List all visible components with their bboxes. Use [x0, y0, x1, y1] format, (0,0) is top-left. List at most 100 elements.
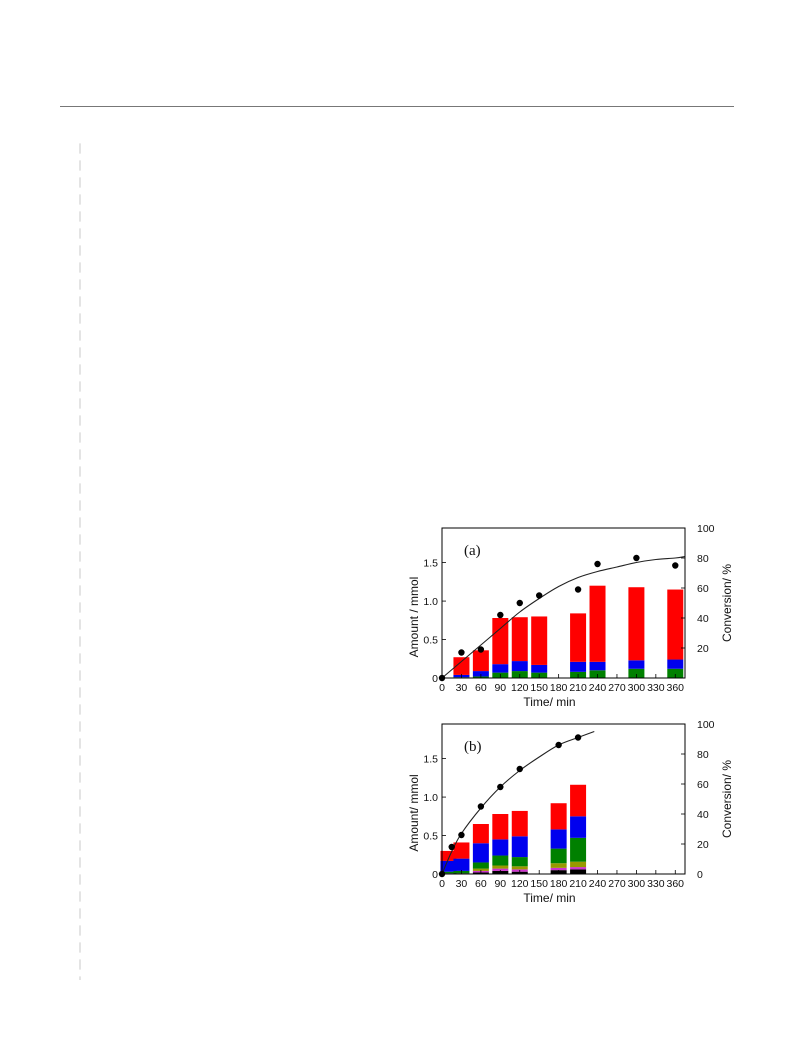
conversion-point-30 — [458, 649, 465, 656]
x-tick-label-300: 300 — [628, 878, 646, 890]
bar-210-olive-segment — [570, 861, 587, 868]
x-tick-label-330: 330 — [647, 878, 665, 890]
bar-30-red-segment — [453, 657, 470, 675]
x-tick-label-180: 180 — [550, 878, 568, 890]
y-tick-label-1.5: 1.5 — [423, 558, 438, 570]
conversion-point-180 — [555, 741, 562, 749]
x-tick-label-150: 150 — [530, 878, 548, 890]
bar-180-green-segment — [550, 848, 567, 864]
bar-240-blue-segment — [589, 661, 606, 671]
x-axis-label: Time/ min — [523, 695, 575, 709]
y2-tick-label-100: 100 — [697, 719, 715, 731]
x-tick-label-90: 90 — [494, 682, 506, 694]
y2-tick-label-40: 40 — [697, 613, 709, 625]
bar-90-olive-segment — [492, 865, 509, 869]
x-tick-label-0: 0 — [439, 682, 445, 694]
bar-90-green-segment — [492, 855, 509, 866]
bar-90-red-segment — [492, 618, 509, 665]
conversion-point-60 — [477, 803, 485, 810]
bar-90-magenta-segment — [492, 868, 509, 871]
bar-360-red-segment — [667, 589, 684, 660]
y2-tick-label-20: 20 — [697, 643, 709, 655]
y-tick-label-1.0: 1.0 — [423, 596, 438, 608]
y2-tick-label-40: 40 — [697, 809, 709, 821]
header-rule — [60, 106, 734, 107]
x-tick-label-120: 120 — [511, 682, 529, 694]
y2-tick-label-60: 60 — [697, 583, 709, 595]
y2-tick-label-60: 60 — [697, 779, 709, 791]
y-tick-label-0.5: 0.5 — [423, 831, 438, 843]
bar-180-blue-segment — [550, 829, 567, 849]
bar-150-red-segment — [531, 616, 548, 665]
x-tick-label-0: 0 — [439, 878, 445, 890]
bar-30-red-segment — [453, 842, 470, 859]
y2-tick-label-80: 80 — [697, 749, 709, 761]
conversion-point-210 — [574, 586, 582, 593]
conversion-point-90 — [497, 783, 504, 791]
bar-60-blue-segment — [472, 671, 489, 677]
x-tick-label-150: 150 — [530, 682, 548, 694]
conversion-point-360 — [672, 562, 679, 569]
y2-tick-label-0: 0 — [697, 869, 703, 881]
y2-axis-label: Conversion/ % — [720, 760, 734, 838]
y-tick-label-1.5: 1.5 — [423, 754, 438, 766]
conversion-point-210 — [574, 734, 582, 741]
x-tick-label-360: 360 — [667, 878, 685, 890]
bar-210-blue-segment — [570, 661, 587, 672]
conversion-point-240 — [594, 560, 601, 568]
bar-300-green-segment — [628, 668, 645, 678]
panel-label: (b) — [464, 739, 482, 755]
panel-label: (a) — [464, 543, 481, 559]
x-tick-label-60: 60 — [475, 878, 487, 890]
x-tick-label-360: 360 — [667, 682, 685, 694]
x-tick-label-240: 240 — [589, 878, 607, 890]
y2-tick-label-100: 100 — [697, 523, 715, 535]
y-tick-label-0: 0 — [432, 869, 438, 881]
x-tick-label-180: 180 — [550, 682, 568, 694]
x-tick-label-30: 30 — [456, 682, 468, 694]
x-tick-label-300: 300 — [628, 682, 646, 694]
x-tick-label-90: 90 — [494, 878, 506, 890]
conversion-point-90 — [497, 611, 504, 619]
conversion-point-30 — [458, 831, 465, 839]
bar-10-green-segment — [440, 871, 457, 874]
plot-frame — [441, 527, 686, 679]
conversion-point-15 — [448, 843, 455, 851]
bar-120-blue-segment — [511, 836, 528, 858]
bar-120-red-segment — [511, 617, 528, 662]
conversion-fit-curve — [441, 730, 595, 875]
chart-b: 0 30 60 90 120 150 180 210 240 270 300 330 360 0 0.5 1.… — [405, 719, 745, 910]
bar-210-magenta-segment — [570, 867, 587, 870]
bar-120-blue-segment — [511, 661, 528, 672]
margin-line-dots — [79, 140, 81, 980]
y2-tick-label-80: 80 — [697, 553, 709, 565]
bar-210-red-segment — [570, 784, 587, 817]
bar-60-red-segment — [472, 824, 489, 844]
bar-180-magenta-segment — [550, 867, 567, 871]
x-tick-label-120: 120 — [511, 878, 529, 890]
bars-group — [453, 585, 684, 678]
x-tick-label-30: 30 — [456, 878, 468, 890]
bar-60-red-segment — [472, 650, 489, 672]
x-tick-label-210: 210 — [569, 878, 587, 890]
bar-210-blue-segment — [570, 816, 587, 838]
bar-210-green-segment — [570, 837, 587, 862]
y-tick-label-1.0: 1.0 — [423, 792, 438, 804]
bar-60-green-segment — [472, 862, 489, 869]
chart-a: 0 30 60 90 120 150 180 210 240 270 300 330 360 0 0.5 1.… — [405, 523, 745, 714]
chart-svg: 0 30 60 90 120 150 180 210 240 270 300 330 360 0 0.5 1.… — [407, 523, 734, 709]
x-axis-label: Time/ min — [523, 891, 575, 905]
bar-300-blue-segment — [628, 660, 645, 669]
x-tick-label-240: 240 — [589, 682, 607, 694]
conversion-point-60 — [477, 646, 485, 653]
bar-180-red-segment — [550, 803, 567, 830]
bar-360-green-segment — [667, 668, 684, 678]
x-tick-label-60: 60 — [475, 682, 487, 694]
x-tick-label-270: 270 — [608, 878, 626, 890]
conversion-point-120 — [516, 599, 523, 607]
bar-150-blue-segment — [531, 664, 548, 673]
conversion-point-300 — [633, 554, 640, 562]
bar-90-red-segment — [492, 814, 509, 840]
bar-240-red-segment — [589, 585, 606, 662]
bar-120-olive-segment — [511, 866, 528, 870]
